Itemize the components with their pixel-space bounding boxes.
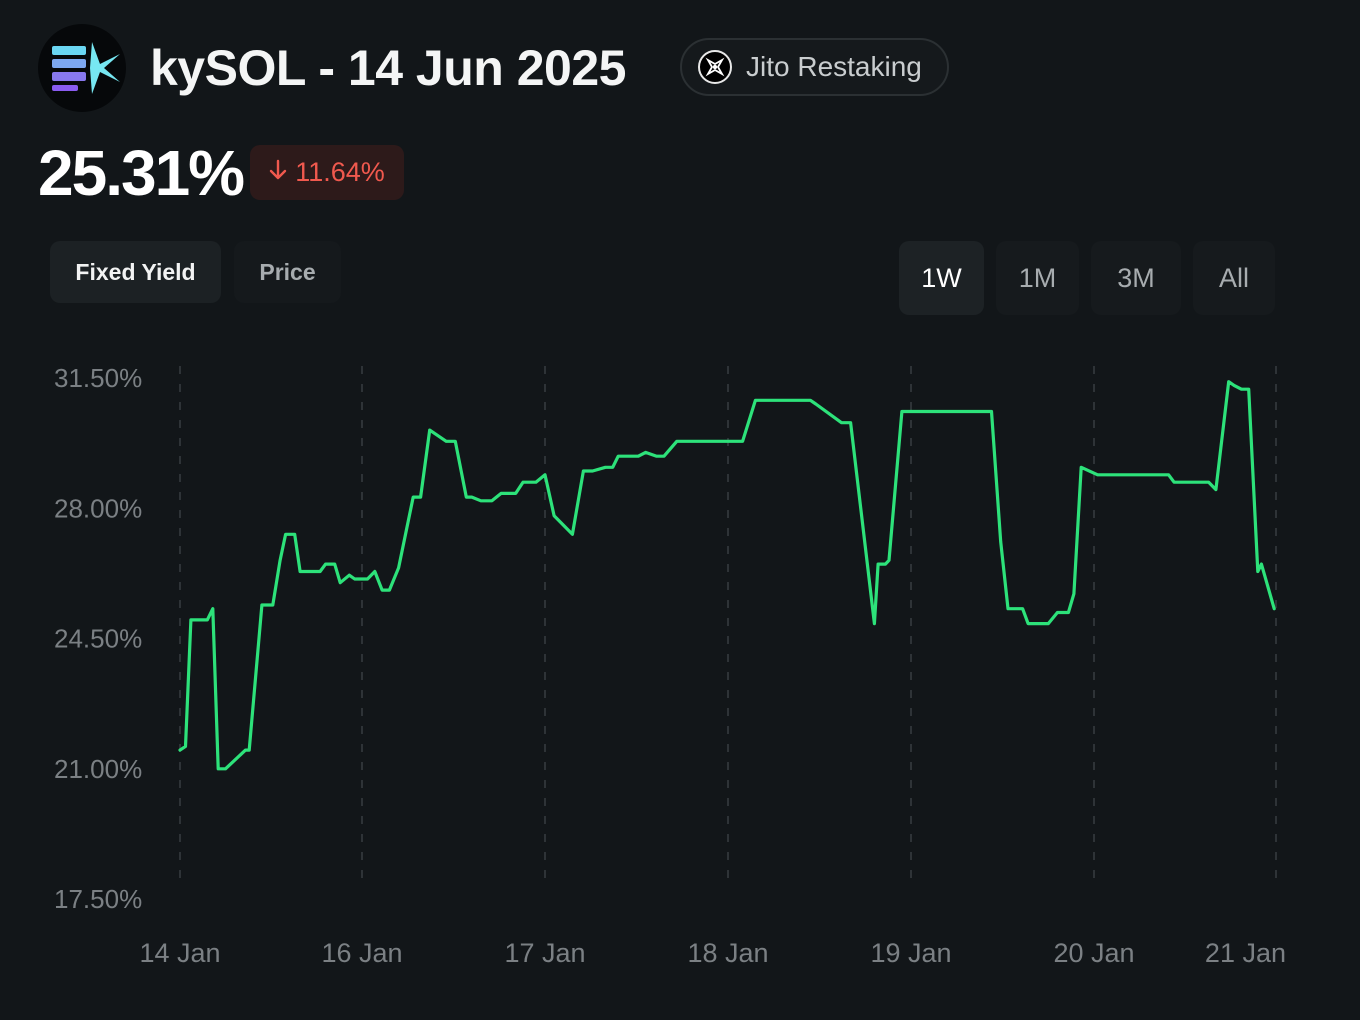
- current-yield-value: 25.31%: [38, 137, 245, 209]
- range-button-1w[interactable]: 1W: [899, 241, 984, 315]
- range-label: 1M: [1018, 262, 1057, 293]
- range-label: 1W: [921, 262, 962, 293]
- change-badge: 11.64%: [250, 145, 404, 200]
- x-tick-label: 16 Jan: [321, 938, 402, 968]
- yield-series-line: [178, 380, 1276, 771]
- x-tick-label: 14 Jan: [139, 938, 220, 968]
- range-button-1m[interactable]: 1M: [996, 241, 1079, 315]
- range-label: 3M: [1117, 262, 1155, 293]
- x-tick-label: 20 Jan: [1053, 938, 1134, 968]
- kysol-logo-icon: [38, 24, 126, 112]
- arrow-down-icon: [269, 157, 287, 188]
- page-title: kySOL - 14 Jun 2025: [150, 40, 626, 96]
- range-button-all[interactable]: All: [1193, 241, 1275, 315]
- x-tick-label: 17 Jan: [504, 938, 585, 968]
- change-value: 11.64%: [295, 157, 385, 187]
- range-label: All: [1218, 262, 1249, 293]
- tab-fixed-yield[interactable]: Fixed Yield: [50, 241, 221, 303]
- y-tick-label: 31.50%: [54, 363, 142, 393]
- jito-icon: [698, 50, 732, 84]
- protocol-label: Jito Restaking: [746, 51, 922, 82]
- range-button-3m[interactable]: 3M: [1091, 241, 1181, 315]
- tab-label: Fixed Yield: [75, 258, 196, 285]
- protocol-chip[interactable]: Jito Restaking: [680, 38, 949, 96]
- tab-price[interactable]: Price: [234, 241, 341, 303]
- y-tick-label: 24.50%: [54, 624, 142, 654]
- y-tick-label: 21.00%: [54, 754, 142, 784]
- y-tick-label: 28.00%: [54, 493, 142, 523]
- x-tick-label: 19 Jan: [870, 938, 951, 968]
- x-tick-label: 18 Jan: [687, 938, 768, 968]
- tab-label: Price: [259, 258, 316, 285]
- y-tick-label: 17.50%: [54, 884, 142, 914]
- x-tick-label: 21 Jan: [1205, 938, 1286, 968]
